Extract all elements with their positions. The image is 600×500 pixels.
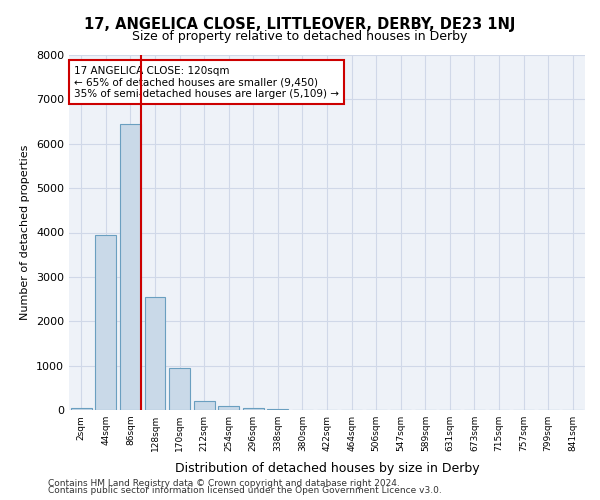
Text: Size of property relative to detached houses in Derby: Size of property relative to detached ho… [133, 30, 467, 43]
Bar [268, 408, 289, 410]
Bar [194, 401, 215, 410]
Bar [95, 234, 116, 410]
Bar [120, 124, 141, 410]
Bar [71, 408, 92, 410]
Y-axis label: Number of detached properties: Number of detached properties [20, 145, 31, 320]
X-axis label: Distribution of detached houses by size in Derby: Distribution of detached houses by size … [175, 462, 479, 475]
Text: Contains public sector information licensed under the Open Government Licence v3: Contains public sector information licen… [48, 486, 442, 495]
Bar [169, 368, 190, 410]
Bar [218, 406, 239, 410]
Text: Contains HM Land Registry data © Crown copyright and database right 2024.: Contains HM Land Registry data © Crown c… [48, 478, 400, 488]
Text: 17, ANGELICA CLOSE, LITTLEOVER, DERBY, DE23 1NJ: 17, ANGELICA CLOSE, LITTLEOVER, DERBY, D… [85, 18, 515, 32]
Text: 17 ANGELICA CLOSE: 120sqm
← 65% of detached houses are smaller (9,450)
35% of se: 17 ANGELICA CLOSE: 120sqm ← 65% of detac… [74, 66, 339, 99]
Bar [145, 297, 166, 410]
Bar [243, 408, 264, 410]
